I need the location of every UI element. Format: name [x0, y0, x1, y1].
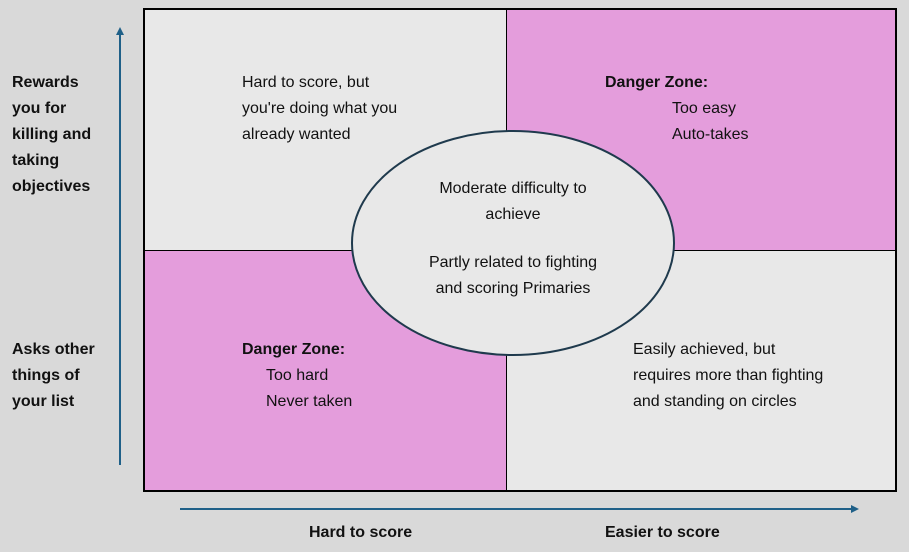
- y-axis-top-label: Rewards you for killing and taking objec…: [12, 70, 91, 200]
- text-line: already wanted: [242, 126, 351, 143]
- y-axis-arrowhead: [116, 27, 124, 35]
- center-text: Moderate difficulty to achieve Partly re…: [393, 176, 633, 302]
- danger-title: Danger Zone:: [605, 74, 709, 91]
- text-line: Too hard: [266, 367, 329, 384]
- x-axis-arrowhead: [851, 505, 859, 513]
- text-line: achieve: [485, 206, 541, 223]
- label-line: things of: [12, 367, 80, 384]
- label-line: your list: [12, 393, 75, 410]
- center-ellipse: [351, 130, 675, 356]
- text-line: Moderate difficulty to: [439, 180, 587, 197]
- text-line: Hard to score, but: [242, 74, 370, 91]
- label-line: Asks other: [12, 341, 95, 358]
- bottom-left-text: Danger Zone: Too hard Never taken: [242, 337, 352, 415]
- danger-title: Danger Zone:: [242, 341, 346, 358]
- text-line: you're doing what you: [242, 100, 398, 117]
- text-line: Partly related to fighting: [428, 254, 598, 271]
- text-line: Too easy: [672, 100, 737, 117]
- x-axis-left-label: Hard to score: [309, 524, 413, 541]
- label-line: you for: [12, 100, 67, 117]
- label-line: Rewards: [12, 74, 79, 91]
- label-line: objectives: [12, 178, 91, 195]
- text-line: and standing on circles: [633, 393, 797, 410]
- x-axis-right-label: Easier to score: [605, 524, 720, 541]
- y-axis-bottom-label: Asks other things of your list: [12, 337, 95, 415]
- text-line: requires more than fighting: [633, 367, 824, 384]
- label-line: killing and: [12, 126, 92, 143]
- top-left-text: Hard to score, but you're doing what you…: [242, 70, 397, 148]
- text-line: Auto-takes: [672, 126, 749, 143]
- bottom-right-text: Easily achieved, but requires more than …: [633, 337, 823, 415]
- text-line: Easily achieved, but: [633, 341, 776, 358]
- quadrant-frame: [143, 8, 897, 492]
- text-line: and scoring Primaries: [435, 280, 591, 297]
- top-right-text: Danger Zone: Too easy Auto-takes: [605, 70, 748, 148]
- text-line: Never taken: [266, 393, 353, 410]
- label-line: taking: [12, 152, 60, 169]
